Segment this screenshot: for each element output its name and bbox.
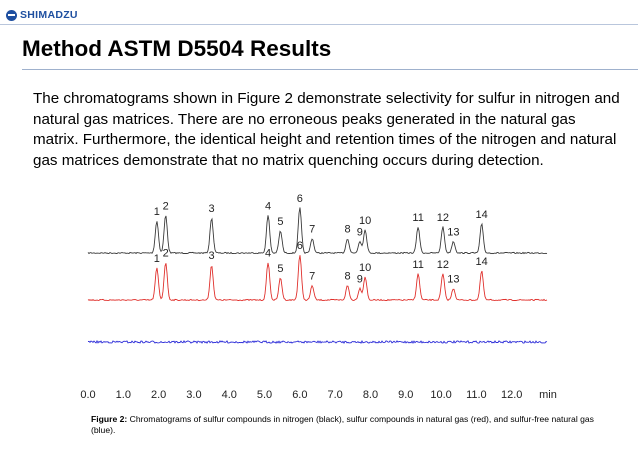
peak-label: 1: [154, 253, 160, 265]
peak-label: 1: [154, 206, 160, 218]
caption-label: Figure 2:: [91, 414, 128, 424]
peak-label: 13: [447, 226, 459, 238]
x-tick-label: 5.0: [257, 389, 272, 401]
slide-title: Method ASTM D5504 Results: [22, 36, 332, 61]
peak-label: 11: [412, 212, 423, 224]
trace-line-3: [87, 339, 548, 344]
x-tick-label: 11.0: [466, 389, 487, 401]
x-tick-label: 2.0: [151, 389, 166, 401]
peak-label: 12: [437, 259, 449, 271]
peak-label: 3: [209, 203, 215, 215]
trace-line-2: [87, 255, 548, 302]
x-tick-label: 4.0: [222, 389, 237, 401]
brand-name: SHIMADZU: [20, 9, 78, 21]
body-paragraph: The chromatograms shown in Figure 2 demo…: [33, 90, 620, 169]
x-tick-label: 10.0: [430, 389, 451, 401]
shimadzu-logo: SHIMADZU: [6, 8, 78, 22]
peak-label: 6: [297, 193, 303, 205]
peak-label: 11: [412, 259, 423, 271]
x-tick-label: 8.0: [363, 389, 378, 401]
x-tick-label: 6.0: [292, 389, 307, 401]
peak-label: 10: [359, 215, 371, 227]
peak-label: 10: [359, 262, 371, 274]
x-tick-label: 7.0: [328, 389, 343, 401]
caption-text: Chromatograms of sulfur compounds in nit…: [91, 414, 594, 435]
peak-label: 9: [357, 273, 363, 285]
peak-label: 4: [265, 247, 271, 259]
peak-label: 9: [357, 226, 363, 238]
x-axis-unit-label: min: [539, 389, 557, 401]
peak-label: 14: [476, 256, 488, 268]
peak-label: 2: [163, 200, 169, 212]
title-underline: [22, 69, 638, 70]
x-tick-label: 12.0: [501, 389, 522, 401]
peak-label: 8: [344, 224, 350, 236]
x-tick-label: 3.0: [186, 389, 201, 401]
peak-label: 2: [163, 247, 169, 259]
peak-label: 8: [344, 271, 350, 283]
peak-label: 5: [277, 216, 283, 228]
peak-label: 12: [437, 212, 449, 224]
trace-line-1: [87, 207, 548, 255]
peak-label: 7: [309, 224, 315, 236]
peak-label: 4: [265, 200, 271, 212]
peak-label: 5: [277, 263, 283, 275]
peak-label: 3: [209, 250, 215, 262]
x-tick-label: 9.0: [398, 389, 413, 401]
peak-label: 7: [309, 271, 315, 283]
peak-label: 14: [476, 209, 488, 221]
header-divider: [0, 24, 638, 25]
figure-caption: Figure 2: Chromatograms of sulfur compou…: [91, 414, 611, 436]
shimadzu-logo-icon: [6, 9, 17, 21]
x-tick-label: 0.0: [80, 389, 95, 401]
peak-label: 6: [297, 240, 303, 252]
x-tick-label: 1.0: [116, 389, 131, 401]
peak-label: 13: [447, 273, 459, 285]
